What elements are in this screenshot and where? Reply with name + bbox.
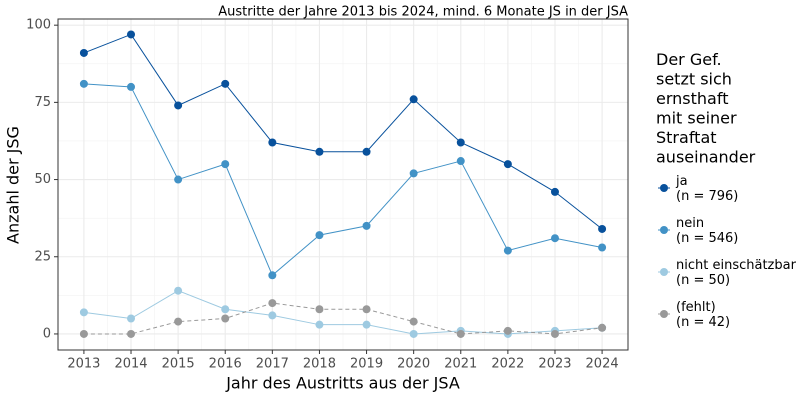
data-point bbox=[550, 187, 559, 196]
legend-label: nein (n = 546) bbox=[676, 216, 738, 246]
data-point bbox=[221, 160, 230, 169]
x-tick-label: 2014 bbox=[114, 357, 147, 372]
data-point bbox=[79, 48, 88, 57]
data-point bbox=[221, 305, 230, 314]
data-point bbox=[127, 314, 136, 323]
legend-key-point bbox=[660, 310, 668, 318]
data-point bbox=[550, 234, 559, 243]
data-point bbox=[456, 157, 465, 166]
data-point bbox=[362, 305, 371, 314]
chart-title: Austritte der Jahre 2013 bis 2024, mind.… bbox=[218, 5, 628, 20]
data-point bbox=[79, 329, 88, 338]
y-tick-label: 50 bbox=[34, 172, 51, 187]
data-point bbox=[174, 317, 183, 326]
series-line bbox=[83, 302, 603, 335]
x-tick-label: 2020 bbox=[397, 357, 430, 372]
legend-label: nicht einschätzbar (n = 50) bbox=[676, 258, 797, 288]
y-tick-label: 75 bbox=[34, 95, 51, 110]
legend-key-point bbox=[660, 184, 668, 192]
data-point bbox=[362, 147, 371, 156]
data-point bbox=[456, 138, 465, 147]
data-point bbox=[409, 317, 418, 326]
data-point bbox=[268, 311, 277, 320]
data-point bbox=[550, 329, 559, 338]
panel-border bbox=[57, 18, 629, 351]
data-point bbox=[174, 175, 183, 184]
data-point bbox=[174, 101, 183, 110]
legend-item: ja (n = 796) bbox=[658, 174, 738, 204]
series-line bbox=[83, 83, 603, 277]
legend-label: (fehlt) (n = 42) bbox=[676, 300, 730, 330]
data-point bbox=[268, 138, 277, 147]
data-point bbox=[409, 329, 418, 338]
legend-item: nicht einschätzbar (n = 50) bbox=[658, 258, 797, 288]
data-point bbox=[268, 271, 277, 280]
legend-label: ja (n = 796) bbox=[675, 174, 738, 204]
data-point bbox=[79, 308, 88, 317]
legend-key-point bbox=[660, 268, 668, 276]
x-tick-label: 2023 bbox=[538, 357, 571, 372]
x-tick-label: 2018 bbox=[303, 357, 336, 372]
x-axis-label: Jahr des Austritts aus der JSA bbox=[225, 374, 460, 393]
data-point bbox=[456, 329, 465, 338]
data-point bbox=[174, 286, 183, 295]
data-point bbox=[127, 82, 136, 91]
data-point bbox=[598, 224, 607, 233]
data-point bbox=[362, 221, 371, 230]
x-tick-label: 2016 bbox=[209, 357, 242, 372]
data-point bbox=[127, 329, 136, 338]
x-tick-label: 2015 bbox=[162, 357, 195, 372]
data-point bbox=[315, 320, 324, 329]
y-axis-label: Anzahl der JSG bbox=[4, 126, 23, 244]
data-point bbox=[503, 326, 512, 335]
data-point bbox=[409, 169, 418, 178]
data-point bbox=[598, 243, 607, 252]
data-point bbox=[503, 246, 512, 255]
series-line bbox=[83, 33, 603, 230]
series-line bbox=[83, 290, 603, 335]
y-tick-label: 25 bbox=[34, 249, 51, 264]
data-point bbox=[127, 30, 136, 39]
data-point bbox=[503, 160, 512, 169]
x-tick-label: 2022 bbox=[491, 357, 524, 372]
data-point bbox=[315, 231, 324, 240]
data-point bbox=[409, 95, 418, 104]
x-tick-label: 2021 bbox=[444, 357, 477, 372]
legend-item: (fehlt) (n = 42) bbox=[658, 300, 730, 330]
legend-title: Der Gef. setzt sich ernsthaft mit seiner Str… bbox=[656, 50, 756, 167]
data-point bbox=[362, 320, 371, 329]
data-point bbox=[79, 79, 88, 88]
x-tick-label: 2013 bbox=[67, 357, 100, 372]
x-tick-label: 2019 bbox=[350, 357, 383, 372]
data-point bbox=[315, 305, 324, 314]
y-tick-label: 100 bbox=[26, 18, 51, 33]
x-tick-label: 2024 bbox=[586, 357, 619, 372]
data-point bbox=[315, 147, 324, 156]
legend-key-point bbox=[660, 226, 668, 234]
x-tick-label: 2017 bbox=[256, 357, 289, 372]
data-point bbox=[221, 314, 230, 323]
data-point bbox=[598, 323, 607, 332]
legend-item: nein (n = 546) bbox=[658, 216, 738, 246]
data-point bbox=[268, 299, 277, 308]
data-point bbox=[221, 79, 230, 88]
y-tick-label: 0 bbox=[43, 326, 51, 341]
